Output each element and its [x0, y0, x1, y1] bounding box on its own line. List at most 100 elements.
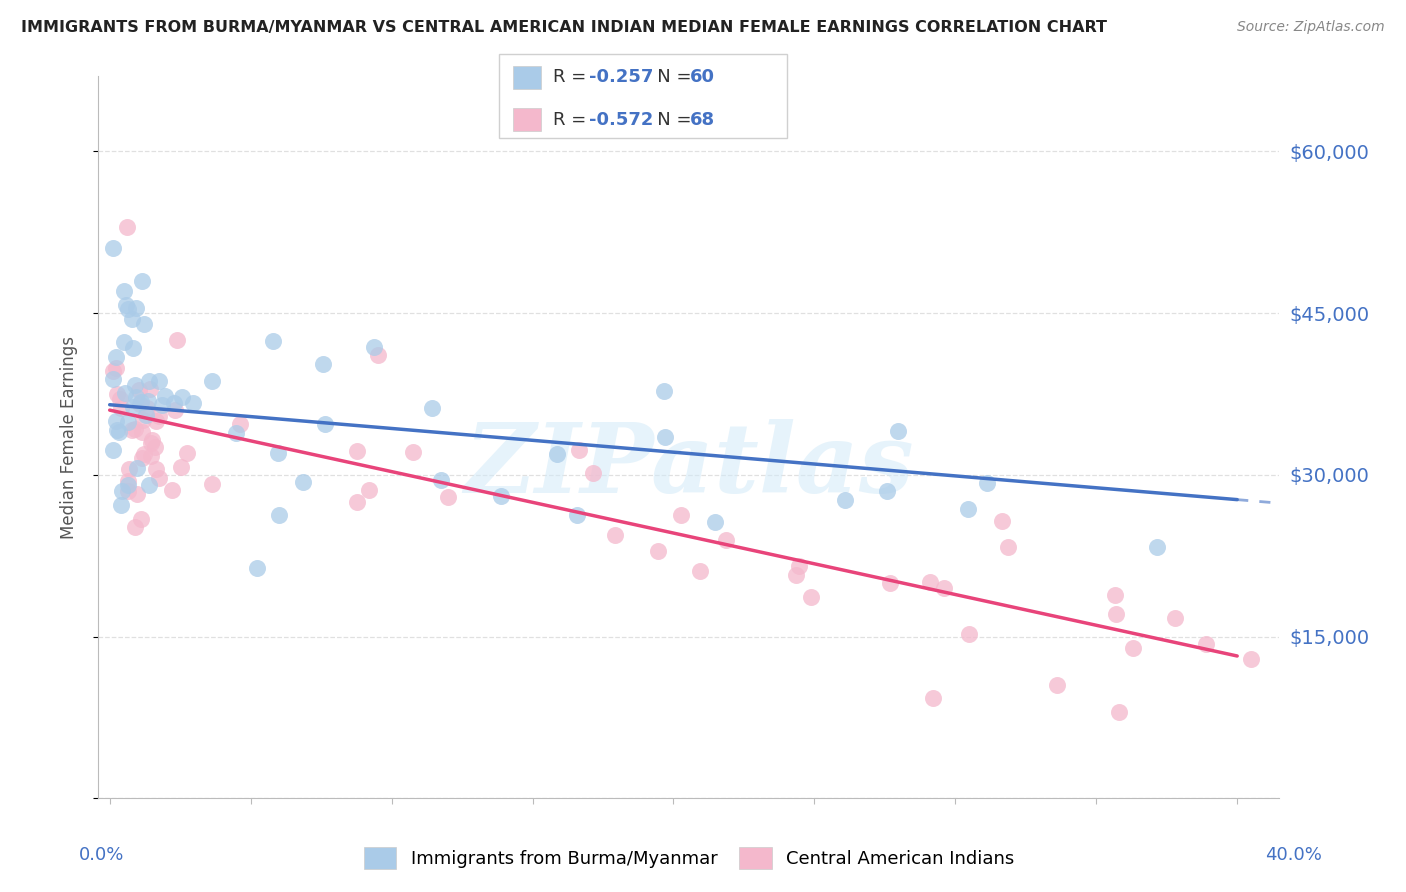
- Point: [101, 372, 124, 386]
- Point: [115, 219, 138, 234]
- Point: [582, 466, 605, 480]
- Point: [128, 383, 150, 397]
- Point: [567, 508, 589, 523]
- Point: [108, 425, 131, 439]
- Point: [262, 334, 284, 348]
- Point: [132, 413, 155, 427]
- Point: [110, 401, 132, 416]
- Point: [138, 478, 160, 492]
- Point: [101, 364, 124, 378]
- Point: [121, 311, 143, 326]
- Point: [402, 445, 425, 459]
- Point: [976, 476, 998, 491]
- Point: [546, 447, 568, 461]
- Text: R =: R =: [553, 111, 592, 128]
- Point: [1195, 637, 1218, 651]
- Point: [150, 398, 173, 412]
- Point: [1240, 651, 1263, 665]
- Text: 40.0%: 40.0%: [1265, 846, 1322, 863]
- Text: 60: 60: [690, 69, 716, 87]
- Point: [136, 394, 159, 409]
- Point: [1146, 540, 1168, 554]
- Point: [357, 483, 380, 497]
- Point: [437, 490, 460, 504]
- Point: [132, 447, 155, 461]
- Text: N =: N =: [640, 69, 697, 87]
- Point: [568, 443, 591, 458]
- Point: [129, 512, 152, 526]
- Point: [115, 298, 138, 312]
- Point: [145, 441, 167, 455]
- Point: [991, 514, 1014, 528]
- Point: [124, 422, 146, 436]
- Point: [430, 473, 453, 487]
- Point: [172, 390, 194, 404]
- Point: [131, 451, 153, 466]
- Point: [122, 341, 145, 355]
- Point: [139, 436, 162, 450]
- Point: [105, 360, 128, 375]
- Point: [787, 559, 810, 574]
- Point: [127, 461, 149, 475]
- Point: [201, 476, 224, 491]
- Point: [163, 403, 186, 417]
- Point: [800, 590, 823, 604]
- Point: [652, 384, 675, 399]
- Point: [170, 460, 193, 475]
- Point: [603, 528, 626, 542]
- Point: [654, 430, 676, 444]
- Point: [166, 333, 188, 347]
- Point: [104, 350, 127, 364]
- Point: [1105, 607, 1128, 621]
- Point: [118, 462, 141, 476]
- Point: [1122, 641, 1144, 656]
- Point: [228, 417, 250, 431]
- Point: [117, 415, 139, 429]
- Point: [105, 387, 128, 401]
- Text: Source: ZipAtlas.com: Source: ZipAtlas.com: [1237, 20, 1385, 34]
- Point: [101, 442, 124, 457]
- Text: ZIPatlas: ZIPatlas: [464, 419, 914, 513]
- Point: [785, 567, 807, 582]
- Text: -0.572: -0.572: [589, 111, 654, 128]
- Point: [141, 450, 163, 464]
- Point: [922, 690, 945, 705]
- Point: [181, 396, 204, 410]
- Point: [148, 374, 170, 388]
- Point: [117, 478, 139, 492]
- Point: [107, 423, 129, 437]
- Point: [125, 301, 148, 315]
- Point: [1164, 611, 1187, 625]
- Point: [111, 483, 134, 498]
- Point: [139, 382, 162, 396]
- Point: [246, 560, 269, 574]
- Point: [131, 395, 153, 409]
- Point: [131, 274, 153, 288]
- Point: [647, 544, 669, 558]
- Text: 0.0%: 0.0%: [79, 846, 124, 863]
- Point: [132, 317, 155, 331]
- Point: [160, 483, 183, 497]
- Point: [117, 474, 139, 488]
- Point: [163, 396, 186, 410]
- Point: [932, 581, 955, 595]
- Point: [121, 423, 143, 437]
- Text: R =: R =: [553, 69, 592, 87]
- Point: [367, 348, 389, 362]
- Point: [121, 401, 143, 415]
- Text: 68: 68: [690, 111, 716, 128]
- Point: [138, 374, 160, 388]
- Point: [117, 483, 139, 498]
- Point: [1045, 678, 1067, 692]
- Point: [704, 515, 727, 529]
- Point: [110, 498, 132, 512]
- Point: [145, 414, 167, 428]
- Point: [422, 401, 444, 415]
- Point: [125, 390, 148, 404]
- Y-axis label: Median Female Earnings: Median Female Earnings: [59, 335, 77, 539]
- Point: [135, 401, 157, 415]
- Text: -0.257: -0.257: [589, 69, 654, 87]
- Point: [267, 446, 290, 460]
- Point: [135, 408, 157, 422]
- Point: [124, 519, 146, 533]
